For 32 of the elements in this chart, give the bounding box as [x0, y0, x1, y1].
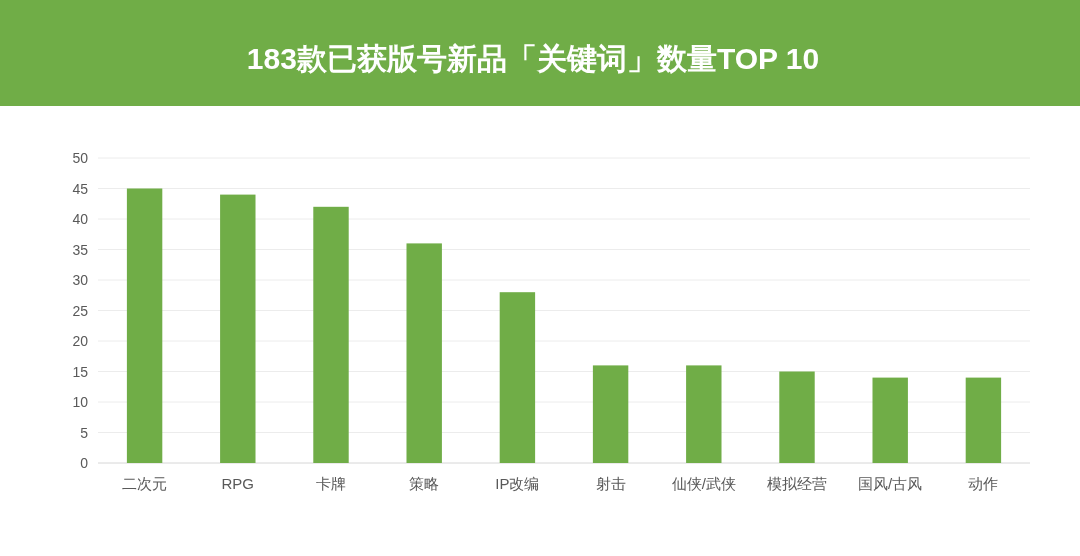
y-tick-label: 5 [80, 424, 89, 441]
y-tick-label: 45 [72, 180, 89, 197]
bar [220, 194, 256, 463]
chart-title: 183款已获版号新品「关键词」数量TOP 10 [246, 41, 820, 75]
y-tick-label: 35 [72, 241, 89, 258]
bar [686, 365, 722, 463]
y-tick-label: 0 [80, 455, 89, 471]
x-tick-label: RPG [221, 474, 255, 492]
x-tick-label: 卡牌 [316, 474, 346, 492]
bar [126, 188, 163, 463]
bar [872, 377, 908, 463]
x-tick-label: 仙侠/武侠 [671, 474, 736, 492]
x-tick-label: 策略 [409, 474, 440, 492]
bar [592, 365, 629, 463]
y-tick-label: 25 [72, 302, 89, 319]
bar [406, 243, 442, 463]
y-tick-label: 40 [72, 211, 89, 227]
bar [965, 377, 1002, 463]
y-tick-label: 10 [72, 394, 89, 410]
x-tick-label: IP改编 [495, 474, 540, 492]
y-tick-label: 50 [72, 150, 89, 166]
x-tick-label: 动作 [968, 474, 999, 492]
x-tick-label: 国风/古风 [858, 474, 923, 492]
bar [499, 292, 536, 463]
y-tick-label: 15 [72, 363, 89, 380]
y-tick-label: 20 [72, 333, 89, 349]
x-tick-label: 射击 [595, 474, 626, 492]
y-tick-label: 30 [72, 272, 89, 288]
x-tick-label: 二次元 [122, 474, 168, 492]
x-tick-label: 模拟经营 [767, 474, 827, 492]
bar [313, 206, 349, 463]
bar [779, 371, 815, 463]
